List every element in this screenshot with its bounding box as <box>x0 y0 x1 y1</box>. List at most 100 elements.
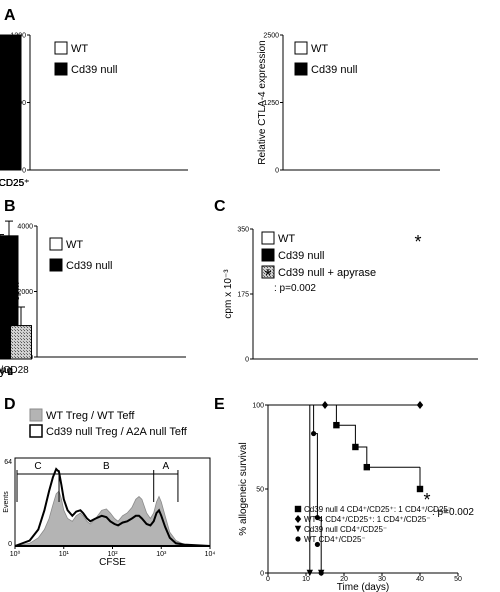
significance-star-day6: * <box>414 232 421 252</box>
x-tick-label-E: 50 <box>454 576 462 583</box>
x-tick-label-D: 10¹ <box>59 551 70 558</box>
panel-letter-B: B <box>4 198 16 215</box>
y-tick-label-E: 50 <box>256 487 264 494</box>
survival-line-3 <box>268 404 322 573</box>
x-axis-label-D: CFSE <box>99 557 126 568</box>
survival-marker-0 <box>363 463 370 471</box>
y-tick-label-A2: 0 <box>275 168 279 175</box>
histogram-0 <box>14 490 211 547</box>
y-axis-label-A2: Relative CTLA-4 expression <box>257 40 268 165</box>
bar-C-null-2 <box>0 241 11 360</box>
y-tick-label-E: 100 <box>252 403 264 410</box>
x-tick-label-E: 0 <box>266 576 270 583</box>
y-tick-label-A1: 0 <box>22 168 26 175</box>
category-label-C: Day 6 <box>0 367 13 378</box>
y-tick-label-D: 64 <box>4 459 12 466</box>
x-tick-label-E: 10 <box>302 576 310 583</box>
panel-letter-E: E <box>214 396 225 413</box>
survival-marker-0 <box>333 421 340 429</box>
legend-label-E-0: Cd39 null 4 CD4⁺/CD25⁺: 1 CD4⁺/CD25⁻ <box>304 505 452 514</box>
x-tick-label-E: 20 <box>340 576 348 583</box>
x-tick-label-D: 10³ <box>156 551 167 558</box>
legend-marker-E-3 <box>295 536 301 542</box>
legend-swatch-D-0 <box>29 408 43 422</box>
legend-label-A2-null: Cd39 null <box>311 64 357 76</box>
gate-label-C: C <box>34 461 41 472</box>
legend-label-E-3: WT CD4⁺/CD25⁻ <box>304 535 366 544</box>
x-tick-label-E: 40 <box>416 576 424 583</box>
legend-label-A1-null: Cd39 null <box>71 64 117 76</box>
legend-label-D-0: WT Treg / WT Teff <box>46 410 135 422</box>
legend-marker-E-2 <box>294 525 302 533</box>
x-tick-label-D: 10² <box>107 551 118 558</box>
bar-A2-null-1 <box>0 34 22 171</box>
legend-label-C-apyrase: Cd39 null + apyrase <box>278 267 376 279</box>
legend-label-C-wt: WT <box>278 233 295 245</box>
significance-star-C: * <box>264 266 271 286</box>
y-tick-label-E: 0 <box>260 571 264 578</box>
legend-swatch-C-apyrase <box>261 265 275 279</box>
y-axis-label-E: % allogeneic survival <box>238 442 249 535</box>
y-tick-label-A2: 2500 <box>263 33 279 40</box>
y-axis-label-D: Events <box>3 491 10 513</box>
y-tick-label-D: 0 <box>8 541 12 548</box>
survival-marker-0 <box>416 485 424 493</box>
legend-swatch-A2-wt <box>294 41 308 55</box>
legend-swatch-C-null <box>261 248 275 262</box>
legend-swatch-A1-wt <box>54 41 68 55</box>
survival-marker-3 <box>318 570 324 576</box>
p-value-annotation-C: : p=0.002 <box>274 283 316 294</box>
category-label-B: α-CD3/CD28 <box>0 365 29 376</box>
p-value-annotation-E: : p=0.002 <box>432 507 474 518</box>
legend-label-C-null: Cd39 null <box>278 250 324 262</box>
legend-swatch-C-wt <box>261 231 275 245</box>
significance-star-E: * <box>423 490 430 510</box>
y-tick-label-A2: 1250 <box>263 100 279 107</box>
category-label-A1: CD4⁺/CD25⁺ <box>0 178 29 189</box>
y-tick-label-B: 2000 <box>17 289 33 296</box>
survival-marker-2 <box>306 569 313 577</box>
survival-marker-1 <box>321 401 329 409</box>
survival-marker-3 <box>314 541 320 548</box>
category-label-A2: CD4⁺/CD25⁻ <box>0 178 29 189</box>
legend-marker-E-0 <box>294 505 302 513</box>
histogram-1 <box>14 467 211 547</box>
x-tick-label-D: 10⁴ <box>205 551 216 558</box>
y-tick-label-C: 0 <box>245 357 249 364</box>
legend-swatch-D-1 <box>29 424 43 438</box>
x-tick-label-E: 30 <box>378 576 386 583</box>
legend-swatch-A2-null <box>294 62 308 76</box>
panel-letter-A1: A <box>4 7 16 24</box>
panel-letter-D: D <box>4 396 16 413</box>
legend-label-E-2: Cd39 null CD4⁺/CD25⁻ <box>304 525 387 534</box>
legend-label-A1-wt: WT <box>71 43 88 55</box>
y-tick-label-C: 175 <box>237 292 249 299</box>
legend-label-B-wt: WT <box>66 239 83 251</box>
survival-line-0 <box>268 404 420 468</box>
legend-swatch-B-null <box>49 258 63 272</box>
category-label-A1: CD4⁺/CD25⁻ <box>0 178 29 189</box>
legend-label-A2-wt: WT <box>311 43 328 55</box>
survival-marker-1 <box>416 401 424 409</box>
y-tick-label-C: 350 <box>237 227 249 234</box>
legend-label-B-null: Cd39 null <box>66 260 112 272</box>
category-label-C: Day 2 <box>0 367 13 378</box>
survival-marker-3 <box>314 514 320 521</box>
survival-marker-0 <box>352 443 359 451</box>
legend-label-E-1: WT 4 CD4⁺/CD25⁺: 1 CD4⁺/CD25⁻ <box>304 515 431 524</box>
category-label-C: Day 4 <box>0 367 13 378</box>
x-tick-label-D: 10⁰ <box>10 550 21 558</box>
y-axis-label-C: cpm x 10⁻³ <box>223 269 234 319</box>
category-label-B: alone <box>0 365 13 376</box>
legend-swatch-B-wt <box>49 237 63 251</box>
legend-label-D-1: Cd39 null Treg / A2A null Teff <box>46 426 188 438</box>
panel-letter-C: C <box>214 198 226 215</box>
x-axis-label-E: Time (days) <box>337 582 389 592</box>
bar-C-apyrase-2 <box>10 325 32 360</box>
category-label-A2: CD4⁺/CD25⁺ <box>0 178 29 189</box>
y-tick-label-B: 4000 <box>17 224 33 231</box>
legend-swatch-A1-null <box>54 62 68 76</box>
legend-marker-E-1 <box>294 515 302 523</box>
gate-label-B: B <box>103 461 110 472</box>
